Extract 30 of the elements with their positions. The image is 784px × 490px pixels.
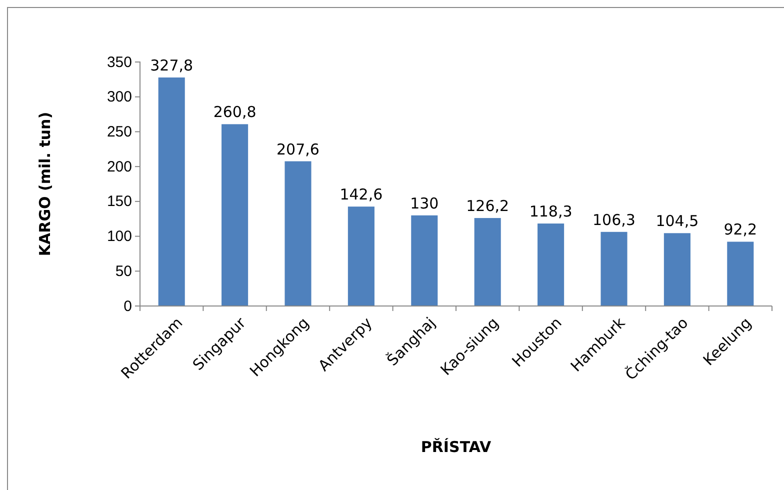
y-tick-label: 100 bbox=[106, 228, 132, 246]
data-label: 106,3 bbox=[592, 210, 636, 229]
bar bbox=[600, 232, 628, 306]
bar bbox=[474, 218, 501, 306]
bar bbox=[664, 233, 690, 306]
bar bbox=[538, 224, 564, 306]
y-tick-label: 300 bbox=[106, 88, 132, 106]
data-label: 104,5 bbox=[656, 212, 699, 230]
y-tick-label: 350 bbox=[106, 54, 132, 71]
y-tick-label: 150 bbox=[106, 193, 132, 210]
x-axis-title: PŘÍSTAV bbox=[420, 438, 492, 456]
y-tick-label: 200 bbox=[106, 158, 132, 176]
y-tick-label: 50 bbox=[115, 262, 132, 280]
data-label: 327,8 bbox=[150, 56, 194, 74]
data-label: 260,8 bbox=[213, 103, 256, 122]
y-axis-title: KARGO (mil. tun) bbox=[36, 112, 54, 256]
data-label: 130 bbox=[410, 194, 439, 212]
y-tick-label: 0 bbox=[124, 298, 132, 315]
bar bbox=[222, 124, 248, 306]
bar bbox=[348, 206, 374, 306]
data-label: 142,6 bbox=[340, 186, 383, 204]
data-label: 207,6 bbox=[276, 140, 320, 158]
bar bbox=[284, 161, 312, 306]
data-label: 118,3 bbox=[529, 202, 572, 221]
bar bbox=[158, 77, 185, 306]
y-tick-label: 250 bbox=[106, 124, 132, 141]
data-label: 126,2 bbox=[466, 197, 510, 216]
data-label: 92,2 bbox=[724, 220, 758, 239]
bar bbox=[411, 215, 438, 306]
bar bbox=[727, 242, 754, 306]
